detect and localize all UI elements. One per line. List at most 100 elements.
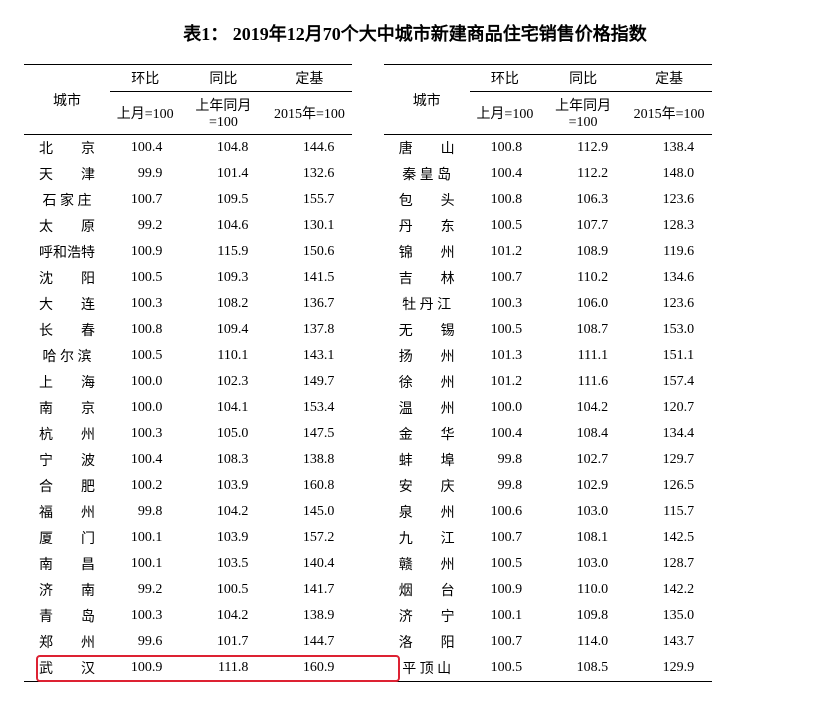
city-cell: 南 昌 <box>24 551 110 577</box>
hb-cell: 100.2 <box>110 473 180 499</box>
dj-cell: 142.2 <box>626 577 712 603</box>
city-cell: 杭 州 <box>24 421 110 447</box>
dj-cell: 149.7 <box>266 369 352 395</box>
dj-cell: 126.5 <box>626 473 712 499</box>
city-cell: 烟 台 <box>384 577 470 603</box>
dj-cell: 128.7 <box>626 551 712 577</box>
hb-cell: 100.9 <box>110 239 180 265</box>
city-cell: 金 华 <box>384 421 470 447</box>
tb-cell: 108.1 <box>540 525 626 551</box>
tb-cell: 103.5 <box>180 551 266 577</box>
city-cell: 赣 州 <box>384 551 470 577</box>
tb-cell: 112.2 <box>540 161 626 187</box>
dj-cell: 140.4 <box>266 551 352 577</box>
city-cell: 吉 林 <box>384 265 470 291</box>
hb-cell: 100.8 <box>470 187 540 213</box>
city-cell: 牡 丹 江 <box>384 291 470 317</box>
table-row: 上 海100.0102.3149.7徐 州101.2111.6157.4 <box>24 369 806 395</box>
table-row: 宁 波100.4108.3138.8蚌 埠99.8102.7129.7 <box>24 447 806 473</box>
table-row: 沈 阳100.5109.3141.5吉 林100.7110.2134.6 <box>24 265 806 291</box>
city-cell: 天 津 <box>24 161 110 187</box>
city-cell: 郑 州 <box>24 629 110 655</box>
table-row: 北 京100.4104.8144.6唐 山100.8112.9138.4 <box>24 135 806 162</box>
dj-cell: 129.7 <box>626 447 712 473</box>
city-cell: 福 州 <box>24 499 110 525</box>
tb-cell: 108.7 <box>540 317 626 343</box>
table-row: 呼和浩特100.9115.9150.6锦 州101.2108.9119.6 <box>24 239 806 265</box>
tb-cell: 106.3 <box>540 187 626 213</box>
city-cell: 唐 山 <box>384 135 470 162</box>
hb-cell: 100.5 <box>110 265 180 291</box>
table-row: 石 家 庄100.7109.5155.7包 头100.8106.3123.6 <box>24 187 806 213</box>
hb-cell: 100.8 <box>470 135 540 162</box>
dj-cell: 138.8 <box>266 447 352 473</box>
dj-cell: 160.8 <box>266 473 352 499</box>
hb-cell: 100.3 <box>470 291 540 317</box>
city-cell: 石 家 庄 <box>24 187 110 213</box>
hb-cell: 100.1 <box>470 603 540 629</box>
dj-cell: 144.6 <box>266 135 352 162</box>
tb-cell: 107.7 <box>540 213 626 239</box>
hb-cell: 100.7 <box>470 525 540 551</box>
city-cell: 锦 州 <box>384 239 470 265</box>
tb-cell: 104.2 <box>180 499 266 525</box>
tb-cell: 103.0 <box>540 499 626 525</box>
hdr-base2015-l: 2015年=100 <box>266 92 352 135</box>
tb-cell: 102.9 <box>540 473 626 499</box>
tb-cell: 114.0 <box>540 629 626 655</box>
header-row-1: 城市 环比 同比 定基 城市 环比 同比 定基 <box>24 65 806 92</box>
dj-cell: 153.4 <box>266 395 352 421</box>
tb-cell: 111.1 <box>540 343 626 369</box>
tb-cell: 103.9 <box>180 525 266 551</box>
dj-cell: 132.6 <box>266 161 352 187</box>
table-row: 青 岛100.3104.2138.9济 宁100.1109.8135.0 <box>24 603 806 629</box>
city-cell: 济 宁 <box>384 603 470 629</box>
hb-cell: 100.5 <box>470 317 540 343</box>
city-cell: 无 锡 <box>384 317 470 343</box>
tb-cell: 104.6 <box>180 213 266 239</box>
hdr-lastmonth-l: 上月=100 <box>110 92 180 135</box>
table-row: 大 连100.3108.2136.7牡 丹 江100.3106.0123.6 <box>24 291 806 317</box>
tb-cell: 111.8 <box>180 655 266 682</box>
hb-cell: 100.0 <box>470 395 540 421</box>
dj-cell: 151.1 <box>626 343 712 369</box>
dj-cell: 135.0 <box>626 603 712 629</box>
city-cell: 泉 州 <box>384 499 470 525</box>
hb-cell: 99.8 <box>470 473 540 499</box>
hb-cell: 100.5 <box>470 551 540 577</box>
city-cell: 丹 东 <box>384 213 470 239</box>
city-cell: 青 岛 <box>24 603 110 629</box>
dj-cell: 157.4 <box>626 369 712 395</box>
city-cell: 呼和浩特 <box>24 239 110 265</box>
hb-cell: 100.3 <box>110 291 180 317</box>
hb-cell: 100.0 <box>110 395 180 421</box>
table-row: 南 京100.0104.1153.4温 州100.0104.2120.7 <box>24 395 806 421</box>
hdr-huanbi-l: 环比 <box>110 65 180 92</box>
hb-cell: 99.9 <box>110 161 180 187</box>
dj-cell: 119.6 <box>626 239 712 265</box>
dj-cell: 138.4 <box>626 135 712 162</box>
hb-cell: 99.8 <box>470 447 540 473</box>
hdr-lastyear-l: 上年同月=100 <box>180 92 266 135</box>
dj-cell: 141.5 <box>266 265 352 291</box>
table-row: 南 昌100.1103.5140.4赣 州100.5103.0128.7 <box>24 551 806 577</box>
tb-cell: 104.1 <box>180 395 266 421</box>
dj-cell: 155.7 <box>266 187 352 213</box>
hdr-dingji-l: 定基 <box>266 65 352 92</box>
hb-cell: 100.5 <box>470 213 540 239</box>
hb-cell: 101.2 <box>470 239 540 265</box>
city-cell: 大 连 <box>24 291 110 317</box>
tb-cell: 110.2 <box>540 265 626 291</box>
hdr-lastmonth-r: 上月=100 <box>470 92 540 135</box>
tb-cell: 110.0 <box>540 577 626 603</box>
price-index-table: 城市 环比 同比 定基 城市 环比 同比 定基 上月=100 上年同月=100 … <box>24 64 806 682</box>
dj-cell: 141.7 <box>266 577 352 603</box>
dj-cell: 123.6 <box>626 291 712 317</box>
table-row: 厦 门100.1103.9157.2九 江100.7108.1142.5 <box>24 525 806 551</box>
tb-cell: 105.0 <box>180 421 266 447</box>
tb-cell: 115.9 <box>180 239 266 265</box>
hb-cell: 100.4 <box>110 447 180 473</box>
tb-cell: 108.3 <box>180 447 266 473</box>
hb-cell: 100.6 <box>470 499 540 525</box>
table-row: 济 南99.2100.5141.7烟 台100.9110.0142.2 <box>24 577 806 603</box>
